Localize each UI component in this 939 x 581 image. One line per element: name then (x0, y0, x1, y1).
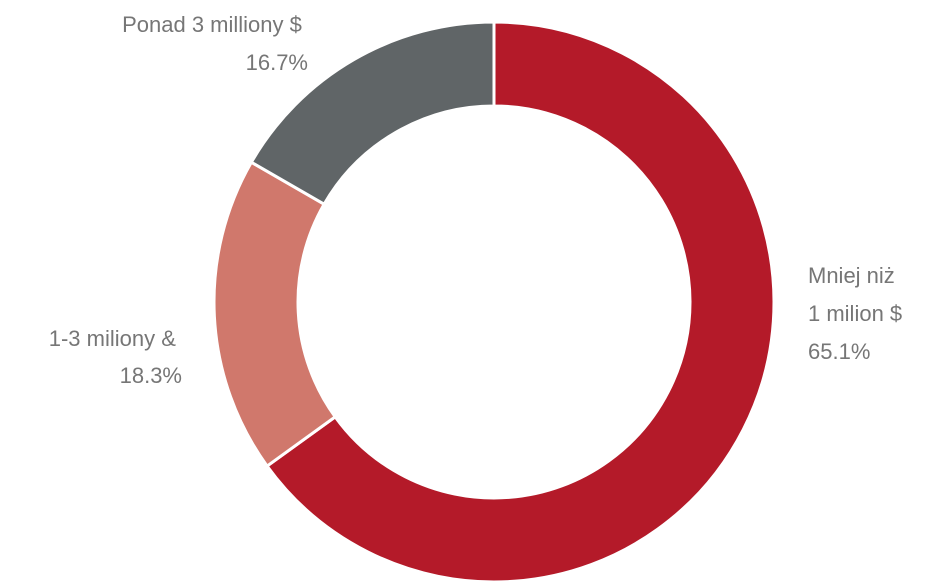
donut-slice-less-than-1m (265, 20, 776, 581)
donut-slice-1-3m (212, 160, 338, 469)
slice-label-less-than-1m: Mniej niż 1 milion $ 65.1% (808, 263, 908, 364)
slice-label-1-3m-line1: 1-3 miliony & (49, 326, 176, 351)
slice-label-1-3m: 1-3 miliony & 18.3% (49, 326, 182, 388)
slice-value-1-3m: 18.3% (120, 363, 182, 388)
slice-value-less-than-1m: 65.1% (808, 339, 870, 364)
slice-label-over-3m: Ponad 3 milliony $ 16.7% (122, 12, 308, 75)
donut-slices (212, 20, 776, 581)
donut-slice-over-3m (249, 20, 496, 207)
slice-label-less-than-1m-line1: Mniej niż (808, 263, 895, 288)
slice-value-over-3m: 16.7% (246, 50, 308, 75)
slice-label-less-than-1m-line2: 1 milion $ (808, 301, 902, 326)
slice-label-over-3m-line1: Ponad 3 milliony $ (122, 12, 302, 37)
